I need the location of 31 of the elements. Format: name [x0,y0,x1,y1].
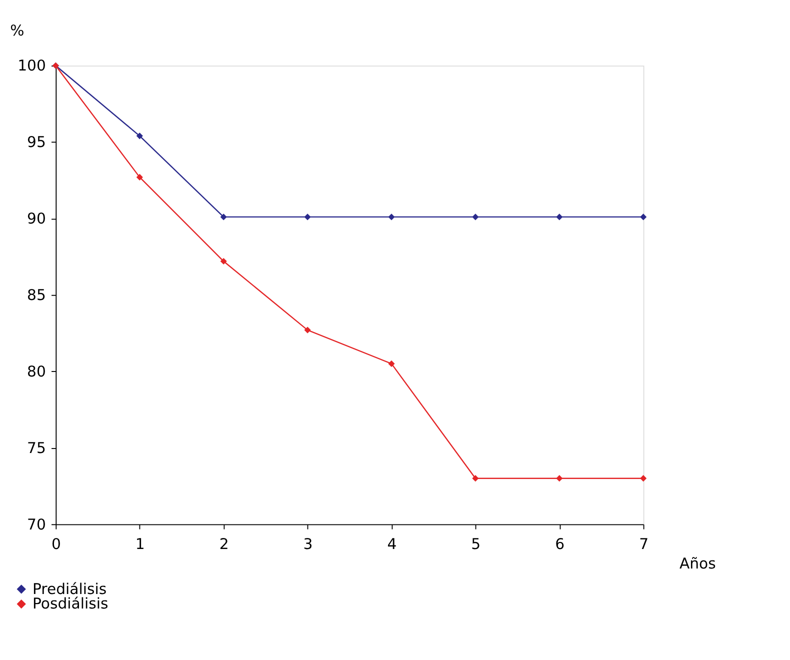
x-tick-label: 3 [303,534,313,553]
y-axis-title: % [10,21,24,40]
point [136,132,143,140]
x-tick-label: 7 [639,534,649,553]
point [640,214,647,220]
x-tick-label: 0 [51,534,61,553]
point [136,174,143,180]
y-tick-label: 90 [27,210,46,228]
x-tick-label: 1 [135,534,145,553]
point [556,475,563,482]
point [556,214,563,220]
y-tick-label: 100 [18,56,46,75]
point [220,258,227,265]
y-tick-label: 95 [27,133,46,152]
y-tick-label: 85 [27,286,46,304]
point [220,214,227,220]
x-axis-title: Años [679,554,716,572]
point [472,475,479,482]
x-tick-label: 2 [219,534,229,553]
x-tick-label: 4 [387,534,397,553]
point [388,360,395,367]
point [640,475,647,482]
x-tick-label: 5 [471,534,481,553]
y-tick-label: 70 [27,515,46,534]
point [388,214,395,220]
x-tick-label: 6 [555,534,565,553]
y-tick-label: 80 [27,362,46,380]
point [304,214,311,220]
point [304,326,311,334]
y-tick-label: 75 [27,438,46,457]
point [472,214,479,220]
